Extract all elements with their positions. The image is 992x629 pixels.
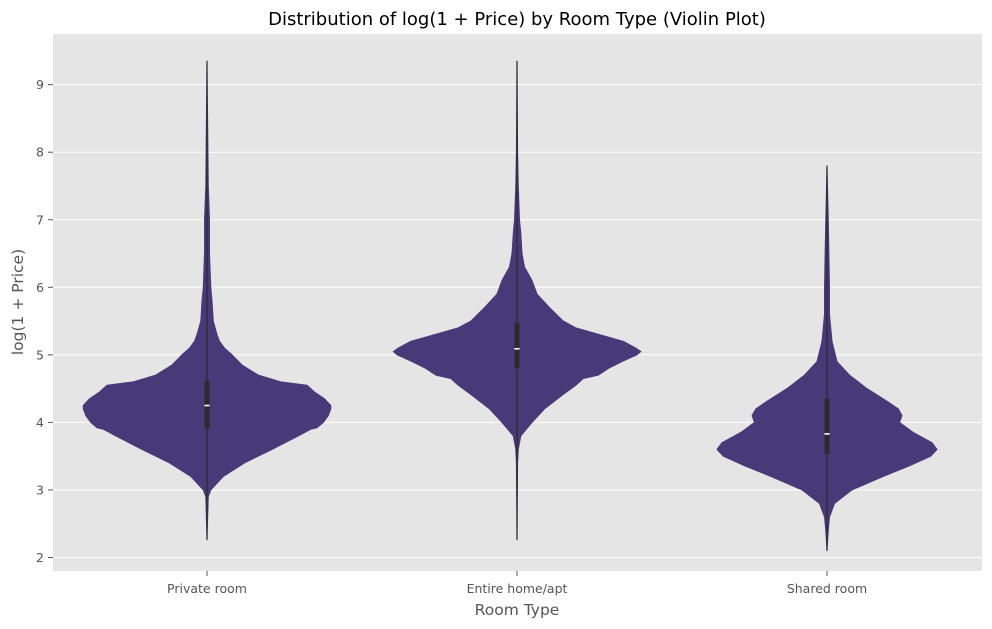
y-tick-label: 4	[36, 415, 44, 430]
y-tick-label: 2	[36, 550, 44, 565]
chart-title: Distribution of log(1 + Price) by Room T…	[268, 9, 766, 30]
x-axis-ticks: Private room Entire home/apt Shared room	[167, 571, 867, 596]
y-tick-label: 7	[36, 212, 44, 227]
y-axis-label: log(1 + Price)	[9, 249, 27, 355]
x-tick-label: Shared room	[787, 581, 867, 596]
y-tick-label: 6	[36, 280, 44, 295]
x-axis-label: Room Type	[475, 601, 560, 619]
y-axis-ticks: 2 3 4 5 6 7 8 9	[36, 77, 53, 565]
violin-private-room	[82, 60, 332, 541]
x-tick-label: Private room	[167, 581, 247, 596]
y-tick-label: 9	[36, 77, 44, 92]
violin-iqr-box	[824, 398, 830, 455]
y-tick-label: 5	[36, 347, 44, 362]
violins	[82, 60, 938, 552]
violin-shared-room	[716, 165, 938, 552]
y-tick-label: 8	[36, 145, 44, 160]
x-tick-label: Entire home/apt	[467, 581, 568, 596]
violin-entire-home-apt	[392, 60, 642, 541]
y-tick-label: 3	[36, 482, 44, 497]
violin-iqr-box	[514, 323, 520, 369]
